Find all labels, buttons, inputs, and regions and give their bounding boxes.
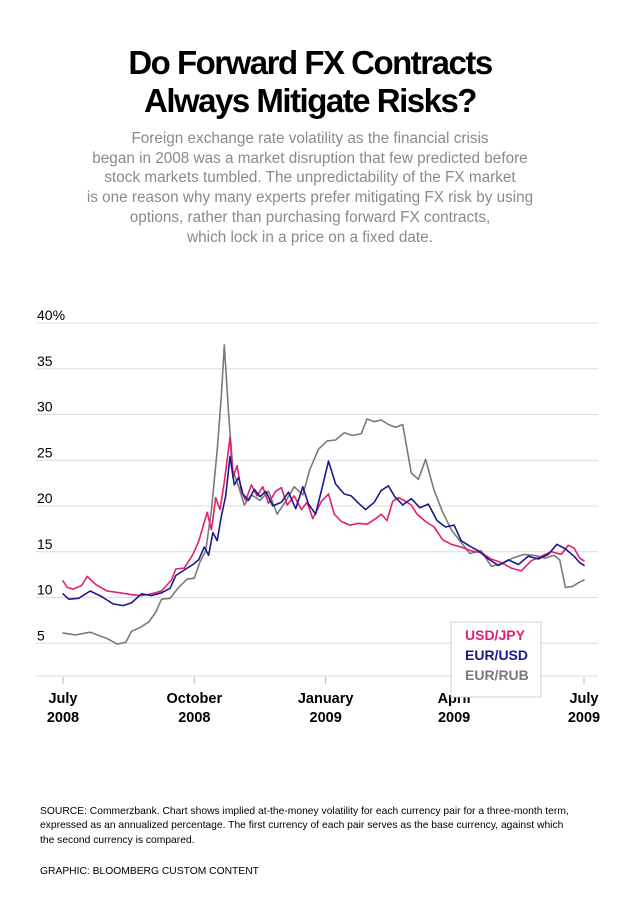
x-tick-label: January [298,691,354,707]
source-line: expressed as an annualized percentage. T… [40,820,564,832]
x-tick-label: 2009 [438,710,470,726]
title-line: Always Mitigate Risks? [144,82,477,119]
series-layer [62,344,585,645]
subtitle-line: began in 2008 was a market disruption th… [92,149,528,167]
subtitle-line: Foreign exchange rate volatility as the … [131,130,489,147]
y-tick-label: 40% [37,307,65,323]
chart-subtitle: Foreign exchange rate volatility as the … [40,129,580,247]
series-line-eur-usd [62,455,585,607]
legend-box [450,621,542,698]
volatility-line-chart: 40% 35 30 25 20 15 10 5 July 2008 October 2008 Janu… [36,307,600,726]
source-line: SOURCE: Commerzbank. Chart shows implied… [40,806,569,817]
source-note: SOURCE: Commerzbank. Chart shows implied… [40,805,590,848]
x-tick-label: July [48,691,77,707]
subtitle-line: options, rather than purchasing forward … [129,208,491,226]
chart-title: Do Forward FX Contracts Always Mitigate … [0,44,620,120]
subtitle-line: is one reason why many experts prefer mi… [86,189,534,207]
legend-entry: EUR/USD [465,647,528,663]
subtitle-line: which lock in a price on a fixed date. [187,228,433,246]
graphic-credit: GRAPHIC: BLOOMBERG CUSTOM CONTENT [40,866,259,877]
y-tick-label: 35 [37,353,53,369]
x-tick-label: 2008 [47,710,79,726]
subtitle-line: stock markets tumbled. The unpredictabil… [104,169,516,187]
x-tick-label: July [569,691,598,707]
series-line-usd-jpy [62,436,585,597]
y-tick-label: 30 [37,399,53,415]
x-axis-ticks: July2008October2008January2009April2009J… [47,677,600,726]
source-line: the second currency is compared. [40,834,195,846]
legend-entry: EUR/RUB [465,667,529,683]
title-line: Do Forward FX Contracts [128,44,493,81]
y-tick-label: 25 [37,444,53,460]
x-tick-label: 2009 [568,710,600,726]
x-tick-label: 2008 [178,710,210,726]
legend: USD/JPY EUR/USD EUR/RUB [450,621,542,698]
y-tick-label: 15 [37,536,53,552]
x-tick-label: 2009 [310,710,342,726]
y-tick-label: 10 [37,582,53,598]
series-line-eur-rub [62,344,585,645]
x-tick-label: October [167,691,223,707]
y-tick-label: 5 [37,627,45,643]
legend-entry: USD/JPY [465,627,526,643]
y-tick-label: 20 [37,490,53,506]
grid-layer: 40% 35 30 25 20 15 10 5 [36,307,598,677]
